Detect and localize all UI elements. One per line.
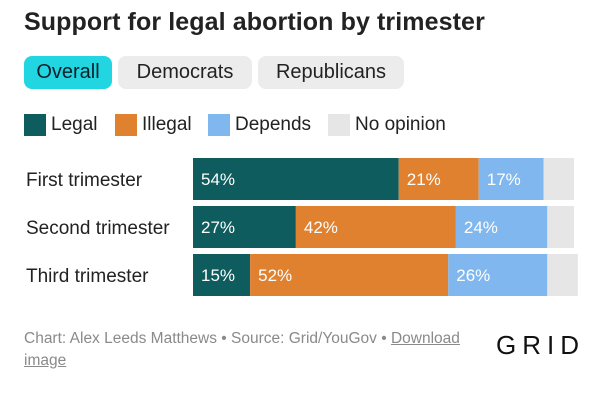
bar-label-first-trimester-illegal: 21% (407, 170, 441, 189)
bar-second-trimester-legal (193, 206, 296, 248)
tab-republicans[interactable]: Republicans (258, 56, 404, 89)
filter-tabs: Overall Democrats Republicans (24, 56, 404, 89)
bar-first-trimester-depends (478, 158, 544, 200)
bar-second-trimester-illegal (295, 206, 456, 248)
bar-label-third-trimester-legal: 15% (201, 266, 235, 285)
legend-item-no-opinion: No opinion (328, 114, 446, 136)
tab-democrats[interactable]: Democrats (118, 56, 252, 89)
legend-swatch-depends (208, 114, 230, 136)
bar-label-third-trimester-depends: 26% (456, 266, 490, 285)
bar-label-second-trimester-depends: 24% (464, 218, 498, 237)
bar-label-second-trimester-legal: 27% (201, 218, 235, 237)
grid-logo: GRID (496, 330, 585, 360)
bar-label-first-trimester-legal: 54% (201, 170, 235, 189)
legend-swatch-legal (24, 114, 46, 136)
tab-overall[interactable]: Overall (24, 56, 112, 89)
bar-second-trimester-no-opinion (547, 206, 574, 248)
bar-first-trimester-legal (193, 158, 399, 200)
bar-label-third-trimester-illegal: 52% (258, 266, 292, 285)
bar-second-trimester-depends (455, 206, 548, 248)
legend-item-illegal: Illegal (115, 114, 192, 136)
bar-third-trimester-no-opinion (547, 254, 578, 296)
credit-text: Chart: Alex Leeds Matthews • Source: Gri… (24, 330, 391, 347)
bar-third-trimester-depends (448, 254, 548, 296)
legend-item-depends: Depends (208, 114, 311, 136)
stacked-bar-chart: First trimester 54% 21% 17% Second trimester… (26, 158, 578, 296)
bar-label-first-trimester-depends: 17% (487, 170, 521, 189)
bar-third-trimester-illegal (250, 254, 449, 296)
chart-title: Support for legal abortion by trimester (24, 8, 485, 36)
chart-footer: Chart: Alex Leeds Matthews • Source: Gri… (24, 328, 504, 372)
legend-item-legal: Legal (24, 114, 98, 136)
row-label-second-trimester: Second trimester (26, 218, 170, 239)
legend-label-no-opinion: No opinion (355, 114, 446, 135)
row-label-third-trimester: Third trimester (26, 266, 149, 287)
bar-first-trimester-no-opinion (543, 158, 574, 200)
bar-label-second-trimester-illegal: 42% (304, 218, 338, 237)
legend-label-legal: Legal (51, 114, 98, 135)
download-image-link[interactable]: Download image (24, 330, 460, 369)
legend-label-illegal: Illegal (142, 114, 192, 135)
bar-first-trimester-illegal (398, 158, 479, 200)
legend-label-depends: Depends (235, 114, 312, 135)
legend-swatch-illegal (115, 114, 137, 136)
legend-swatch-no-opinion (328, 114, 350, 136)
row-label-first-trimester: First trimester (26, 170, 143, 191)
bar-third-trimester-legal (193, 254, 251, 296)
